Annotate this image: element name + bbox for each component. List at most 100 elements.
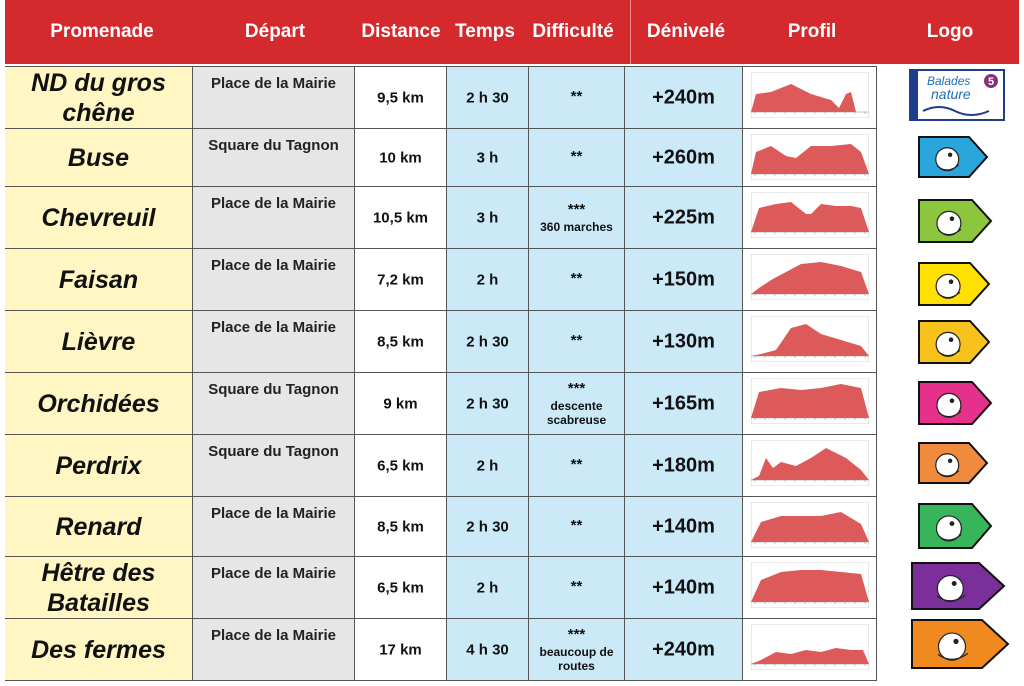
temps-value: 2 h (476, 271, 499, 288)
hare-icon (917, 319, 991, 365)
difficulte-block: *** beaucoup de routes (529, 625, 624, 673)
promenade-name: ND du gros chêne (31, 68, 166, 127)
distance-value: 10,5 km (372, 209, 429, 226)
distance-value: 10 km (379, 149, 422, 166)
badge-line2: nature (931, 86, 971, 102)
temps-cell: 3 h (447, 129, 529, 186)
denivele-value: +260m (652, 146, 715, 168)
denivele-value: +240m (652, 86, 715, 108)
elevation-profile (751, 562, 869, 608)
promenade-cell: Orchidées (5, 373, 193, 434)
difficulte-block: ** (529, 332, 624, 351)
denivele-value: +150m (652, 268, 715, 290)
elevation-profile (751, 192, 869, 238)
table-row: Faisan Place de la Mairie 7,2 km 2 h ** … (5, 249, 877, 311)
temps-value: 2 h (476, 579, 499, 596)
denivele-value: +140m (652, 515, 715, 537)
difficulty-stars: ** (570, 516, 583, 534)
depart-location: Place de la Mairie (210, 75, 337, 92)
elevation-profile (751, 624, 869, 670)
depart-location: Place de la Mairie (210, 505, 337, 522)
temps-cell: 2 h (447, 249, 529, 310)
depart-location: Place de la Mairie (210, 319, 337, 336)
profil-cell (743, 435, 877, 496)
denivele-cell: +165m (625, 373, 743, 434)
roe-deer-icon (917, 198, 993, 244)
difficulty-stars: *** (567, 625, 586, 643)
difficulty-stars: *** (567, 379, 586, 397)
profil-cell (743, 619, 877, 680)
elevation-profile (751, 378, 869, 424)
header-distance: Distance (361, 21, 441, 42)
badge-number: 5 (988, 76, 994, 88)
header-depart: Départ (244, 21, 306, 42)
denivele-cell: +140m (625, 497, 743, 556)
promenade-cell: ND du gros chêne (5, 67, 193, 128)
distance-cell: 6,5 km (355, 435, 447, 496)
difficulte-cell: *** 360 marches (529, 187, 625, 248)
depart-location: Place de la Mairie (210, 195, 337, 212)
elevation-profile (751, 134, 869, 180)
promenade-cell: Hêtre des Batailles (5, 557, 193, 618)
distance-value: 8,5 km (377, 518, 424, 535)
difficulty-stars: ** (570, 269, 583, 287)
distance-value: 6,5 km (377, 579, 424, 596)
promenade-name: Perdrix (55, 451, 142, 480)
balades-nature-badge-icon: Balades nature 5 (909, 69, 1005, 121)
depart-location: Square du Tagnon (208, 443, 339, 460)
difficulte-cell: ** (529, 435, 625, 496)
difficulty-stars: *** (567, 200, 586, 218)
temps-value: 3 h (476, 149, 499, 166)
temps-cell: 2 h (447, 557, 529, 618)
promenade-cell: Renard (5, 497, 193, 556)
denivele-cell: +260m (625, 129, 743, 186)
difficulte-block: ** (529, 269, 624, 289)
distance-cell: 9 km (355, 373, 447, 434)
distance-cell: 8,5 km (355, 497, 447, 556)
distance-cell: 9,5 km (355, 67, 447, 128)
difficulte-block: *** descente scabreuse (529, 379, 624, 427)
fox-icon (917, 502, 993, 550)
denivele-cell: +240m (625, 619, 743, 680)
table-top-border (5, 66, 877, 67)
table-row: Orchidées Square du Tagnon 9 km 2 h 30 *… (5, 373, 877, 435)
distance-cell: 10 km (355, 129, 447, 186)
pheasant-icon (917, 261, 991, 307)
profil-cell (743, 311, 877, 372)
temps-value: 2 h 30 (466, 333, 509, 350)
elevation-profile (751, 316, 869, 362)
difficulty-stars: ** (570, 577, 583, 595)
denivele-value: +240m (652, 638, 715, 660)
distance-value: 8,5 km (377, 333, 424, 350)
difficulty-note: descente scabreuse (546, 398, 607, 427)
promenade-name: Lièvre (61, 327, 136, 356)
difficulte-cell: ** (529, 497, 625, 556)
orchid-icon (917, 380, 993, 426)
distance-cell: 10,5 km (355, 187, 447, 248)
depart-cell: Place de la Mairie (193, 187, 355, 248)
difficulte-cell: *** beaucoup de routes (529, 619, 625, 680)
depart-location: Square du Tagnon (208, 137, 339, 154)
difficulty-note: beaucoup de routes (539, 644, 614, 673)
promenade-name: Des fermes (31, 635, 166, 664)
header-difficulte: Difficulté (532, 21, 614, 42)
promenade-name: Hêtre des Batailles (41, 558, 156, 617)
difficulte-cell: ** (529, 557, 625, 618)
table-row: Hêtre des Batailles Place de la Mairie 6… (5, 557, 877, 619)
denivele-cell: +140m (625, 557, 743, 618)
difficulty-stars: ** (570, 455, 583, 473)
profil-cell (743, 497, 877, 556)
distance-cell: 17 km (355, 619, 447, 680)
profil-cell (743, 373, 877, 434)
profil-cell (743, 557, 877, 618)
elevation-profile (751, 254, 869, 300)
denivele-cell: +240m (625, 67, 743, 128)
denivele-cell: +225m (625, 187, 743, 248)
denivele-value: +180m (652, 454, 715, 476)
difficulte-block: ** (529, 577, 624, 597)
temps-cell: 2 h (447, 435, 529, 496)
promenade-name: Faisan (58, 265, 139, 294)
promenade-name: Orchidées (37, 389, 160, 418)
profil-cell (743, 129, 877, 186)
depart-cell: Place de la Mairie (193, 497, 355, 556)
